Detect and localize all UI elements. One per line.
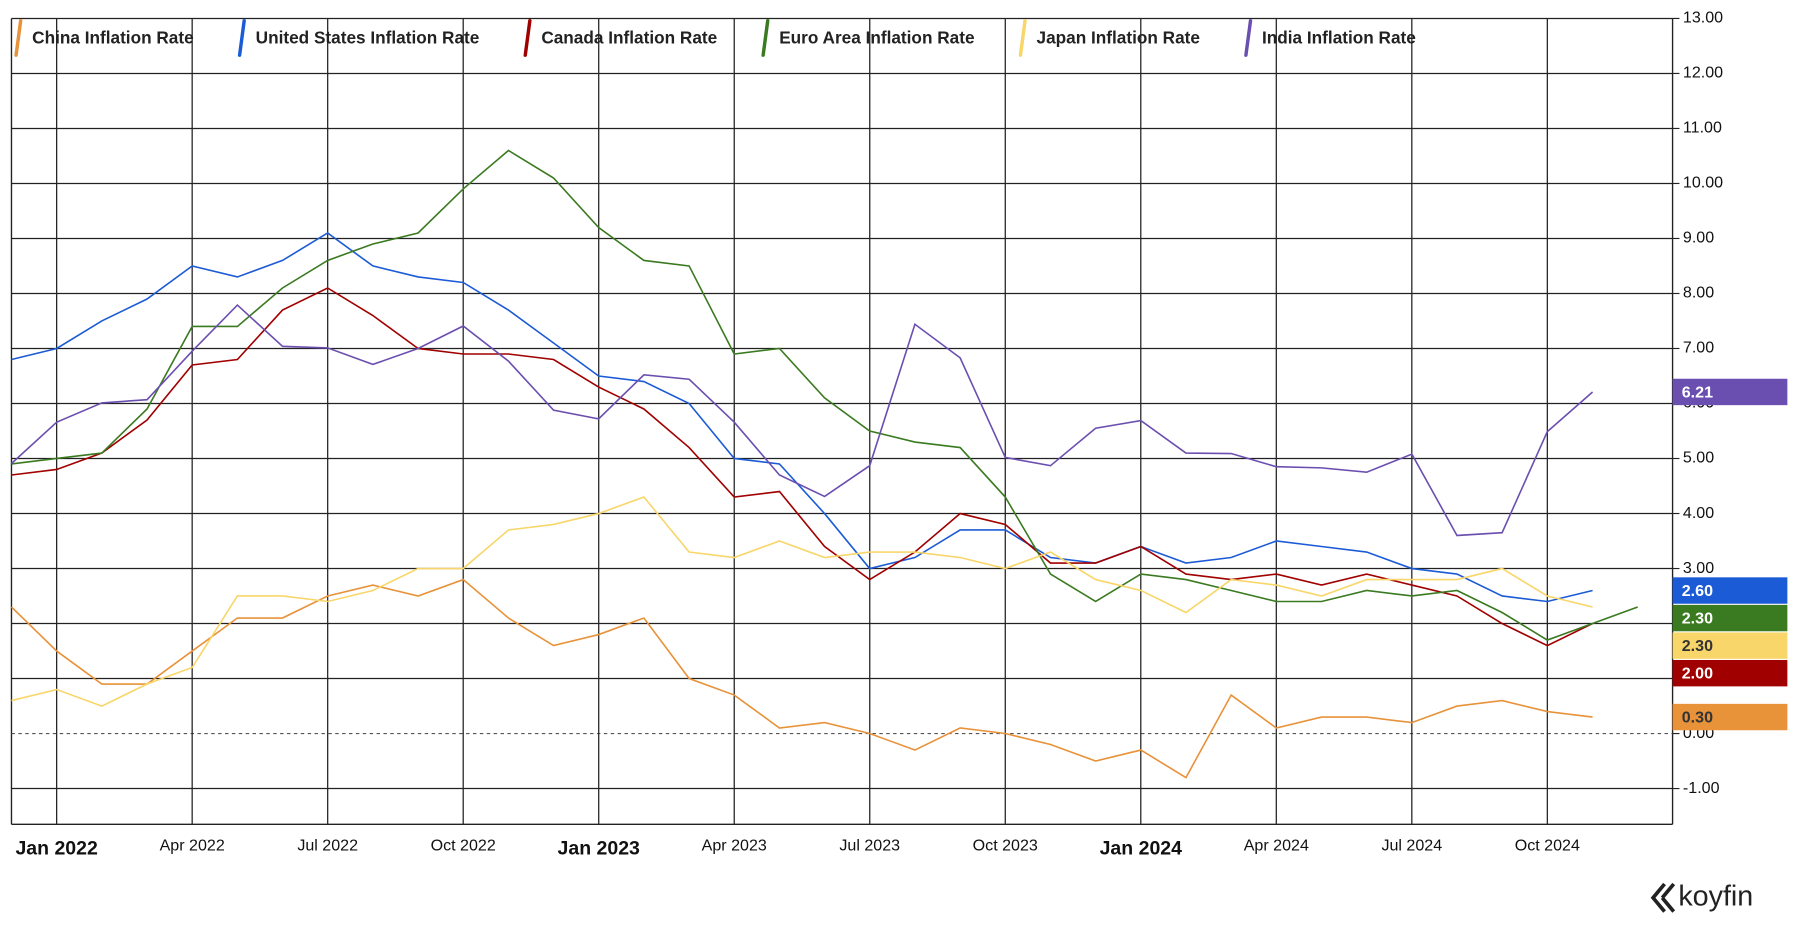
series-line — [11, 496, 1593, 707]
y-tick-label: 3.00 — [1683, 559, 1714, 577]
x-tick-label: Apr 2023 — [702, 836, 767, 854]
legend-label: China Inflation Rate — [32, 28, 194, 48]
y-tick-label: 11.00 — [1683, 119, 1722, 137]
grid — [10, 17, 1680, 826]
x-tick-label: Apr 2024 — [1244, 836, 1309, 854]
value-tag — [1672, 577, 1788, 604]
brand-logo: koyfin — [1650, 880, 1753, 913]
legend-swatch — [761, 19, 770, 57]
y-tick-label: 5.00 — [1683, 449, 1714, 467]
x-tick-label: Jul 2023 — [839, 836, 900, 854]
legend: China Inflation Rate United States Inflat… — [14, 19, 1416, 57]
value-label: 0.30 — [1682, 708, 1713, 726]
legend-label: United States Inflation Rate — [256, 28, 480, 48]
x-tick-label: Oct 2022 — [431, 836, 496, 854]
x-tick-label: Oct 2023 — [973, 836, 1038, 854]
legend-swatch — [237, 19, 246, 57]
y-tick-label: 13.00 — [1683, 9, 1723, 27]
value-tag — [1672, 659, 1788, 687]
x-tick-label: Apr 2022 — [160, 836, 225, 854]
value-tags: 6.21 2.60 2.30 2.30 2.00 0.30 — [1672, 378, 1788, 731]
x-tick-label: Jul 2022 — [297, 836, 358, 854]
legend-label: India Inflation Rate — [1262, 28, 1416, 48]
value-label: 2.30 — [1682, 609, 1713, 627]
y-tick-label: -1.00 — [1683, 779, 1720, 797]
x-tick-label: Jan 2023 — [558, 838, 641, 860]
x-tick-label: Jul 2024 — [1381, 836, 1442, 854]
value-tag — [1672, 604, 1788, 632]
x-tick-label: Jan 2024 — [1100, 838, 1183, 860]
legend-label: Euro Area Inflation Rate — [779, 28, 974, 48]
legend-swatch — [523, 19, 532, 57]
series-line — [10, 303, 1594, 537]
value-label: 6.21 — [1682, 383, 1713, 401]
value-tag — [1672, 703, 1788, 731]
y-tick-label: 4.00 — [1683, 504, 1714, 522]
logo-icon — [1650, 882, 1676, 913]
y-tick-label: 12.00 — [1683, 64, 1723, 82]
plot-lines — [10, 149, 1638, 779]
legend-swatch — [14, 19, 23, 57]
value-tag — [1672, 632, 1788, 659]
y-tick-label: 9.00 — [1683, 229, 1714, 247]
series-line — [11, 232, 1593, 603]
y-tick-label: 7.00 — [1683, 339, 1714, 357]
series-line — [11, 287, 1593, 647]
legend-swatch — [1018, 19, 1027, 57]
legend-label: Canada Inflation Rate — [541, 28, 717, 48]
y-tick-label: 10.00 — [1683, 174, 1723, 192]
brand: koyfin — [1678, 880, 1753, 912]
x-tick-label: Jan 2022 — [15, 838, 98, 860]
legend-label: Japan Inflation Rate — [1037, 28, 1200, 48]
y-tick-label: 8.00 — [1683, 284, 1714, 302]
series-line — [10, 578, 1593, 779]
value-label: 2.60 — [1682, 582, 1713, 600]
x-tick-label: Oct 2024 — [1515, 836, 1580, 854]
value-label: 2.00 — [1682, 665, 1713, 683]
legend-swatch — [1244, 19, 1253, 57]
value-tag — [1672, 378, 1788, 406]
value-label: 2.30 — [1682, 637, 1713, 655]
series-line — [11, 149, 1638, 641]
